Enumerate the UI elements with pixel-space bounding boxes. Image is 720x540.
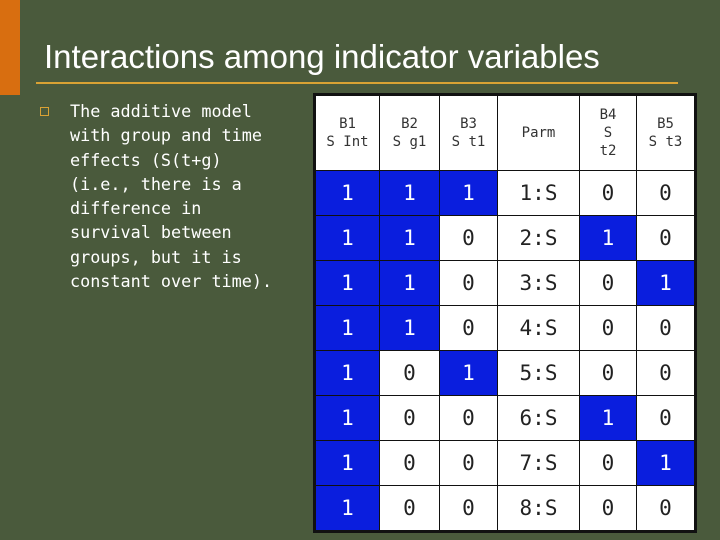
table-cell: 1 <box>379 170 440 216</box>
bullet-text: The additive model with group and time e… <box>70 101 273 292</box>
table-cell: 1 <box>315 350 380 396</box>
header-label: S t3 <box>648 134 683 150</box>
table-cell: 3:S <box>497 260 580 306</box>
header-label: B3 <box>460 116 477 132</box>
table-cell: 1 <box>439 170 498 216</box>
table-row: 1 0 0 8:S 0 0 <box>315 485 695 531</box>
table-row: 1 0 1 5:S 0 0 <box>315 350 695 396</box>
header-label: B4 <box>599 107 617 123</box>
table-cell: 0 <box>636 395 695 441</box>
corner-accent-bar <box>0 0 20 95</box>
table-row: 1 0 0 7:S 0 1 <box>315 440 695 486</box>
table-cell: 0 <box>439 305 498 351</box>
table-cell: 1 <box>315 305 380 351</box>
table-cell: 1 <box>315 485 380 531</box>
table-cell: 0 <box>579 170 637 216</box>
table-cell: 1:S <box>497 170 580 216</box>
table-cell: 1 <box>636 260 695 306</box>
table-cell: 5:S <box>497 350 580 396</box>
table-cell: 7:S <box>497 440 580 486</box>
table-cell: 0 <box>579 350 637 396</box>
header-cell-parm: Parm <box>497 95 580 171</box>
table-cell: 0 <box>439 440 498 486</box>
table-cell: 1 <box>439 350 498 396</box>
table-cell: 1 <box>579 395 637 441</box>
table-cell: 0 <box>439 485 498 531</box>
table-cell: 1 <box>379 305 440 351</box>
table-cell: 0 <box>636 170 695 216</box>
table-cell: 0 <box>379 350 440 396</box>
table-cell: 2:S <box>497 215 580 261</box>
square-bullet-icon <box>40 107 49 116</box>
title-underline <box>36 82 678 84</box>
slide-title: Interactions among indicator variables <box>44 38 600 75</box>
table-row: 1 1 0 3:S 0 1 <box>315 260 695 306</box>
table-cell: 1 <box>315 395 380 441</box>
table-cell: 8:S <box>497 485 580 531</box>
table-cell: 0 <box>439 215 498 261</box>
table-cell: 0 <box>439 260 498 306</box>
table-cell: 1 <box>379 260 440 306</box>
table-cell: 0 <box>636 350 695 396</box>
header-cell-b3: B3 S t1 <box>439 95 498 171</box>
header-label: S t1 <box>451 134 486 150</box>
header-label: S <box>603 125 613 141</box>
header-cell-b2: B2 S g1 <box>379 95 440 171</box>
header-label: B2 <box>401 116 418 132</box>
table-cell: 0 <box>579 440 637 486</box>
table-cell: 0 <box>579 305 637 351</box>
table-cell: 6:S <box>497 395 580 441</box>
table-cell: 1 <box>315 260 380 306</box>
table-row: 1 1 0 4:S 0 0 <box>315 305 695 351</box>
table-cell: 0 <box>379 485 440 531</box>
header-label: B1 <box>339 116 356 132</box>
table-row: 1 1 1 1:S 0 0 <box>315 170 695 216</box>
table-cell: 0 <box>379 395 440 441</box>
table-cell: 4:S <box>497 305 580 351</box>
header-label: S Int <box>326 134 369 150</box>
table-cell: 0 <box>636 305 695 351</box>
table-cell: 0 <box>636 485 695 531</box>
header-cell-b5: B5 S t3 <box>636 95 695 171</box>
table-cell: 0 <box>579 485 637 531</box>
header-cell-b1: B1 S Int <box>315 95 380 171</box>
header-label: S g1 <box>392 134 427 150</box>
table-cell: 0 <box>636 215 695 261</box>
header-label: B5 <box>657 116 674 132</box>
table-cell: 0 <box>579 260 637 306</box>
table-row: 1 0 0 6:S 1 0 <box>315 395 695 441</box>
header-label: Parm <box>521 125 556 141</box>
header-label: t2 <box>599 143 617 159</box>
table-cell: 0 <box>439 395 498 441</box>
table-cell: 1 <box>579 215 637 261</box>
table-cell: 1 <box>315 170 380 216</box>
table-cell: 1 <box>636 440 695 486</box>
table-row: 1 1 0 2:S 1 0 <box>315 215 695 261</box>
table-cell: 0 <box>379 440 440 486</box>
table-cell: 1 <box>315 440 380 486</box>
table-cell: 1 <box>379 215 440 261</box>
table-cell: 1 <box>315 215 380 261</box>
